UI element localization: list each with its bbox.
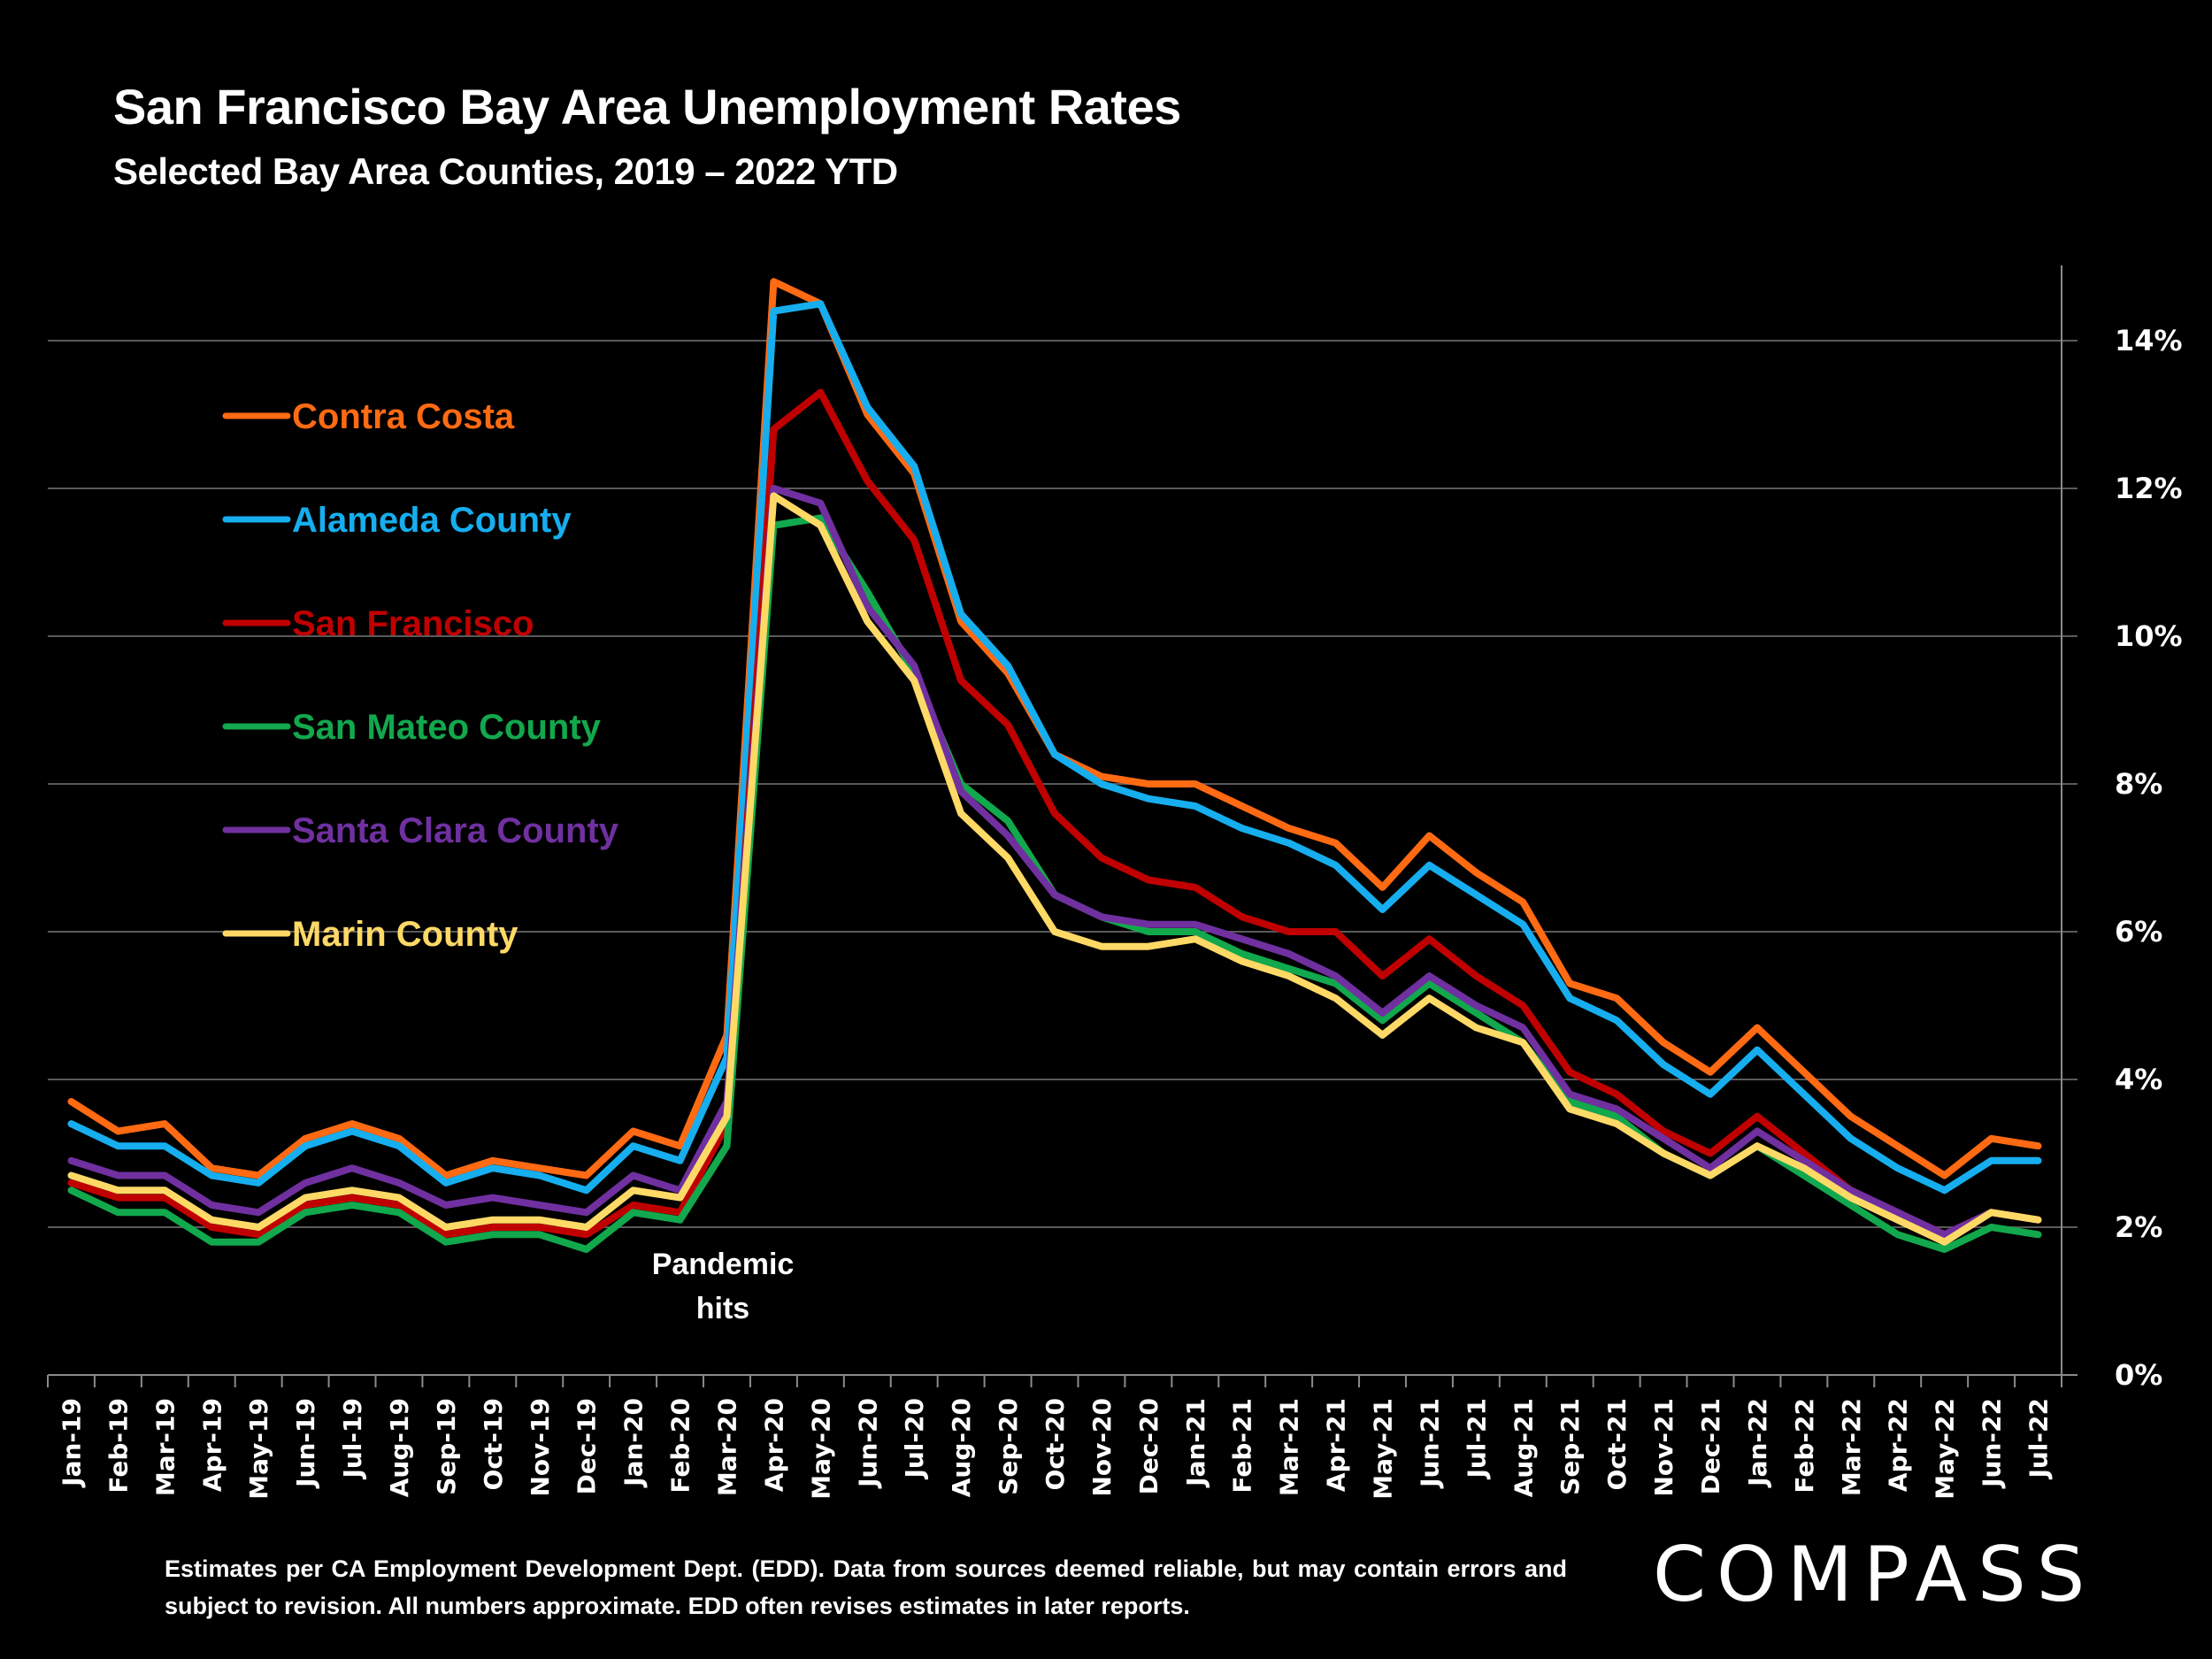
x-tick-label: Oct-20 bbox=[1041, 1398, 1070, 1490]
x-tick-label: Jan-21 bbox=[1181, 1398, 1210, 1488]
y-tick-label: 0% bbox=[2115, 1358, 2162, 1392]
x-tick-label: Oct-19 bbox=[479, 1398, 508, 1490]
y-axis-ticks: 0% 2% 4% 6% 8% 10% 12% 14% bbox=[2115, 324, 2183, 1392]
x-tick-label: Dec-19 bbox=[572, 1398, 602, 1494]
x-tick-label: Jul-19 bbox=[338, 1398, 367, 1480]
y-tick-label: 14% bbox=[2115, 324, 2183, 357]
x-tick-label: Mar-21 bbox=[1275, 1398, 1304, 1496]
x-tick-label: May-19 bbox=[244, 1398, 273, 1500]
x-tick-label: Mar-20 bbox=[712, 1398, 741, 1496]
legend-label: Marin County bbox=[292, 915, 518, 954]
x-tick-label: Jan-20 bbox=[619, 1398, 649, 1488]
x-tick-label: Apr-20 bbox=[759, 1398, 788, 1492]
y-tick-label: 8% bbox=[2115, 767, 2162, 801]
y-tick-label: 12% bbox=[2115, 472, 2183, 505]
x-tick-label: Nov-19 bbox=[526, 1398, 555, 1497]
x-tick-label: May-20 bbox=[806, 1398, 835, 1500]
series-line-alameda-county bbox=[67, 300, 2042, 1194]
x-tick-label: Nov-20 bbox=[1087, 1398, 1117, 1497]
series-lines bbox=[67, 278, 2042, 1253]
x-tick-label: May-22 bbox=[1931, 1398, 1960, 1500]
legend-label: San Francisco bbox=[292, 604, 534, 643]
x-tick-label: Mar-19 bbox=[150, 1398, 180, 1496]
x-tick-label: Jun-19 bbox=[291, 1398, 320, 1489]
compass-logo: COMPASS bbox=[1653, 1531, 2096, 1619]
x-tick-label: Aug-19 bbox=[385, 1398, 414, 1497]
axes bbox=[48, 265, 2062, 1384]
y-tick-label: 10% bbox=[2115, 619, 2183, 653]
gridlines bbox=[48, 340, 2078, 1376]
x-tick-label: Feb-21 bbox=[1228, 1398, 1257, 1494]
x-tick-label: Apr-19 bbox=[197, 1398, 227, 1492]
x-tick-label: Mar-22 bbox=[1837, 1398, 1866, 1496]
x-tick-label: Jul-22 bbox=[2024, 1398, 2054, 1480]
x-tick-label: Aug-20 bbox=[947, 1398, 976, 1497]
legend-label: Alameda County bbox=[292, 501, 572, 540]
x-tick-label: Sep-21 bbox=[1555, 1398, 1585, 1495]
annotation-pandemic-hits: Pandemic hits bbox=[652, 1248, 795, 1325]
legend-label: Santa Clara County bbox=[292, 811, 619, 850]
x-tick-label: Jan-22 bbox=[1743, 1398, 1772, 1488]
x-tick-label: May-21 bbox=[1369, 1398, 1398, 1500]
chart-title: San Francisco Bay Area Unemployment Rate… bbox=[113, 79, 1181, 134]
x-tick-label: Sep-19 bbox=[432, 1398, 461, 1495]
x-tick-label: Feb-20 bbox=[666, 1398, 695, 1494]
annotation-line-2: hits bbox=[696, 1292, 749, 1325]
x-tick-label: Dec-20 bbox=[1134, 1398, 1164, 1494]
x-tick-label: Apr-21 bbox=[1322, 1398, 1351, 1492]
x-tick-label: Dec-21 bbox=[1696, 1398, 1725, 1494]
x-tick-label: Feb-19 bbox=[104, 1398, 133, 1494]
x-tick-label: Apr-22 bbox=[1884, 1398, 1913, 1492]
legend: Contra Costa Alameda County San Francisco S… bbox=[222, 397, 619, 954]
footer-disclaimer: Estimates per CA Employment Development … bbox=[165, 1555, 1567, 1619]
legend-label: Contra Costa bbox=[292, 397, 515, 436]
x-tick-label: Aug-21 bbox=[1509, 1398, 1538, 1497]
series-line-santa-clara-county bbox=[67, 485, 2042, 1239]
x-tick-label: Feb-22 bbox=[1790, 1398, 1819, 1494]
legend-label: San Mateo County bbox=[292, 708, 602, 747]
annotation-line-1: Pandemic bbox=[652, 1248, 795, 1281]
x-tick-label: Sep-20 bbox=[994, 1398, 1023, 1495]
x-tick-label: Jun-22 bbox=[1978, 1398, 2007, 1489]
x-tick-label: Jan-19 bbox=[57, 1398, 86, 1488]
x-tick-label: Jun-21 bbox=[1415, 1398, 1444, 1489]
x-axis-ticks: Jan-19 Feb-19 Mar-19 Apr-19 May-19 Jun-19 Jul-… bbox=[47, 1375, 2062, 1500]
y-tick-label: 2% bbox=[2115, 1210, 2162, 1244]
chart-subtitle: Selected Bay Area Counties, 2019 – 2022 … bbox=[113, 150, 898, 192]
y-tick-label: 6% bbox=[2115, 915, 2162, 949]
y-tick-label: 4% bbox=[2115, 1063, 2162, 1096]
x-tick-label: Oct-21 bbox=[1602, 1398, 1632, 1490]
x-tick-label: Nov-21 bbox=[1649, 1398, 1678, 1497]
x-tick-label: Jul-21 bbox=[1462, 1398, 1491, 1480]
x-tick-label: Jun-20 bbox=[853, 1398, 882, 1489]
x-tick-label: Jul-20 bbox=[900, 1398, 929, 1480]
